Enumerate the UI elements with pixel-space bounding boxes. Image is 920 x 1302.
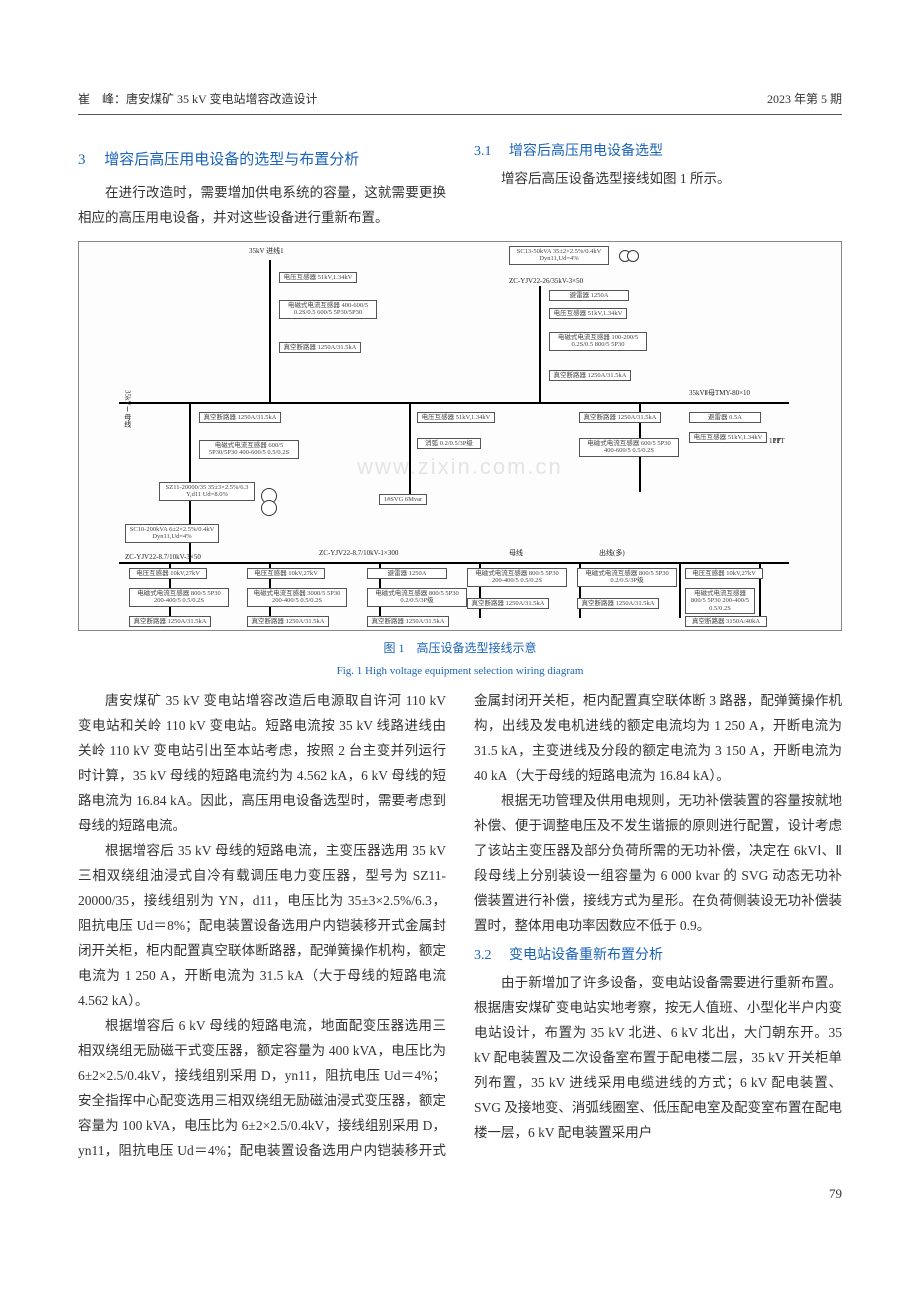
riser-in1 — [269, 260, 271, 402]
running-head: 崔 峰：唐安煤矿 35 kV 变电站增容改造设计 2023 年第 5 期 — [78, 88, 842, 115]
box-ct-top1: 电磁式电流互感器 400-600/5 0.2S/0.5 600/5 5P30/5… — [279, 300, 377, 319]
box-pt-r: 电压互感器 51kV,1.34kV — [689, 432, 767, 443]
box-la-r: 避雷器 0.5A — [689, 412, 761, 423]
box-ct6e: 电磁式电流互感器 800/5 5P30 0.2/0.5/3P级 — [577, 568, 677, 587]
box-pt6-a: 电压互感器 10kV,27kV — [129, 568, 207, 579]
watermark: www.zixin.com.cn — [357, 455, 563, 479]
box-vcb6-c: 真空断路器 1250A/31.5kA — [367, 616, 449, 627]
lbl-bus35-2: 35kVⅡ母TMY-80×10 — [689, 390, 750, 398]
box-ct-r: 电磁式电流互感器 600/5 5P30 400-600/5 0.5/0.2S — [579, 438, 679, 457]
box-vcb6-d: 真空断路器 1250A/31.5kA — [467, 598, 549, 609]
bus-35kv — [119, 402, 789, 404]
box-svg: 1#SVG 6Mvar — [379, 494, 427, 505]
lbl-cable6b: ZC-YJV22-8.7/10kV-1×300 — [319, 550, 398, 558]
para-4: 根据无功管理及供用电规则，无功补偿装置的容量按就地补偿、便于调整电压及不发生谐振… — [474, 789, 842, 939]
lbl-1pt: 1PT — [769, 438, 781, 446]
box-pt6-b: 电压互感器 10kV,27kV — [247, 568, 325, 579]
box-ct6c: 电磁式电流互感器 800/5 5P30 0.2/0.5/3P级 — [367, 588, 467, 607]
box-ct-l: 电磁式电流互感器 600/5 5P30/5P30 400-600/5 0.5/0… — [199, 440, 299, 459]
para-2: 根据增容后 35 kV 母线的短路电流，主变压器选用 35 kV 三相双绕组油浸… — [78, 839, 446, 1014]
box-ct6d: 电磁式电流互感器 800/5 5P30 200-400/5 0.5/0.2S — [467, 568, 567, 587]
lbl-bus6: 母线 — [509, 550, 523, 558]
box-vcb-r: 真空断路器 1250A/31.5kA — [579, 412, 661, 423]
subsection-3-2-num: 3.2 — [474, 948, 492, 963]
intro-columns: 3 增容后高压用电设备的选型与布置分析 在进行改造时，需要增加供电系统的容量，这… — [78, 139, 842, 231]
lbl-cable-top: ZC-YJV22-26/35kV-3×50 — [509, 278, 583, 286]
subsection-3-2-title: 3.2 变电站设备重新布置分析 — [474, 943, 842, 969]
main-xfmr-c2 — [261, 500, 277, 516]
subsection-3-1-num: 3.1 — [474, 144, 492, 159]
feeder-6 — [679, 562, 681, 618]
box-la-top: 避雷器 1250A — [549, 290, 629, 301]
lbl-feeder-n: 出线(多) — [599, 550, 625, 558]
figure-1: 35kV 进线1 SC13-50kVA 35±2×2.5%/0.4kV Dyn1… — [78, 241, 842, 682]
section-3-title: 3 增容后高压用电设备的选型与布置分析 — [78, 147, 446, 175]
box-vcb6-a: 真空断路器 1250A/31.5kA — [129, 616, 211, 627]
box-la6: 避雷器 1250A — [367, 568, 447, 579]
box-arc: 消弧 0.2/0.5/3P级 — [417, 438, 481, 449]
subsection-3-1-title: 3.1 增容后高压用电设备选型 — [474, 139, 842, 165]
box-svc-xfmr: SC13-50kVA 35±2×2.5%/0.4kV Dyn11,Ud=4% — [509, 246, 609, 265]
riser-in2 — [539, 286, 541, 402]
box-vcb6-e: 真空断路器 1250A/31.5kA — [577, 598, 659, 609]
running-head-left: 崔 峰：唐安煤矿 35 kV 变电站增容改造设计 — [78, 88, 317, 110]
box-ct6f: 电磁式电流互感器 800/5 5P30 200-400/5 0.5/0.2S — [685, 588, 755, 614]
subsection-3-2-heading: 变电站设备重新布置分析 — [509, 948, 663, 963]
box-main-xfmr: SZ11-20000/35 35±3×2.5%/6.3 Y,d11 Ud=8.0… — [159, 482, 255, 501]
box-vcb-top2: 真空断路器 1250A/31.5kA — [549, 370, 631, 381]
box-vcb-l: 真空断路器 1250A/31.5kA — [199, 412, 281, 423]
figure-1-diagram: 35kV 进线1 SC13-50kVA 35±2×2.5%/0.4kV Dyn1… — [78, 241, 842, 631]
lbl-bus35-1: 35kVⅠ母线 — [123, 390, 131, 428]
xfmr-circle-2 — [627, 250, 639, 262]
section-3-num: 3 — [78, 152, 86, 168]
riser-mid — [409, 402, 411, 502]
box-ct-top2: 电磁式电流互感器 100-200/5 0.2S/0.5 800/5 5P30 — [549, 332, 647, 351]
page-number: 79 — [78, 1182, 842, 1206]
section-3-heading: 增容后高压用电设备的选型与布置分析 — [104, 152, 359, 168]
box-pt6-f: 电压互感器 10kV,27kV — [685, 568, 763, 579]
body-columns: 唐安煤矿 35 kV 变电站增容改造后电源取自许河 110 kV 变电站和关岭 … — [78, 689, 842, 1163]
bus-6kv — [119, 562, 789, 564]
lbl-cable6: ZC-YJV22-8.7/10kV-3×50 — [125, 554, 201, 562]
box-pt-top2: 电压互感器 51kV,1.34kV — [549, 308, 627, 319]
subsection-3-1-heading: 增容后高压用电设备选型 — [509, 144, 663, 159]
box-ct6a: 电磁式电流互感器 800/5 5P30 200-400/5 0.5/0.2S — [129, 588, 229, 607]
figure-1-caption-en: Fig. 1 High voltage equipment selection … — [78, 661, 842, 681]
box-vcb6-f: 真空断路器 3150A/40kA — [685, 616, 767, 627]
para-1: 唐安煤矿 35 kV 变电站增容改造后电源取自许河 110 kV 变电站和关岭 … — [78, 689, 446, 839]
box-ct6b: 电磁式电流互感器 3000/5 5P30 200-400/5 0.5/0.2S — [247, 588, 347, 607]
box-vcb-top: 真空断路器 1250A/31.5kA — [279, 342, 361, 353]
box-pt-top: 电压互感器 51kV,1.34kV — [279, 272, 357, 283]
subsection-3-1-lead: 增容后高压设备选型接线如图 1 所示。 — [474, 167, 842, 192]
section-3-intro: 在进行改造时，需要增加供电系统的容量，这就需要更换相应的高压用电设备，并对这些设… — [78, 181, 446, 231]
running-head-right: 2023 年第 5 期 — [767, 88, 842, 110]
figure-1-caption-cn: 图 1 高压设备选型接线示意 — [78, 637, 842, 659]
para-5: 由于新增加了许多设备，变电站设备需要进行重新布置。根据唐安煤矿变电站实地考察，按… — [474, 971, 842, 1146]
box-vcb6-b: 真空断路器 1250A/31.5kA — [247, 616, 329, 627]
lbl-incoming: 35kV 进线1 — [249, 248, 284, 256]
box-pt-l: 电压互感器 51kV,1.34kV — [417, 412, 495, 423]
box-svc2: SC10-200kVA 6±2×2.5%/0.4kV Dyn11,Ud=4% — [125, 524, 219, 543]
page: 崔 峰：唐安煤矿 35 kV 变电站增容改造设计 2023 年第 5 期 3 增… — [0, 0, 920, 1246]
